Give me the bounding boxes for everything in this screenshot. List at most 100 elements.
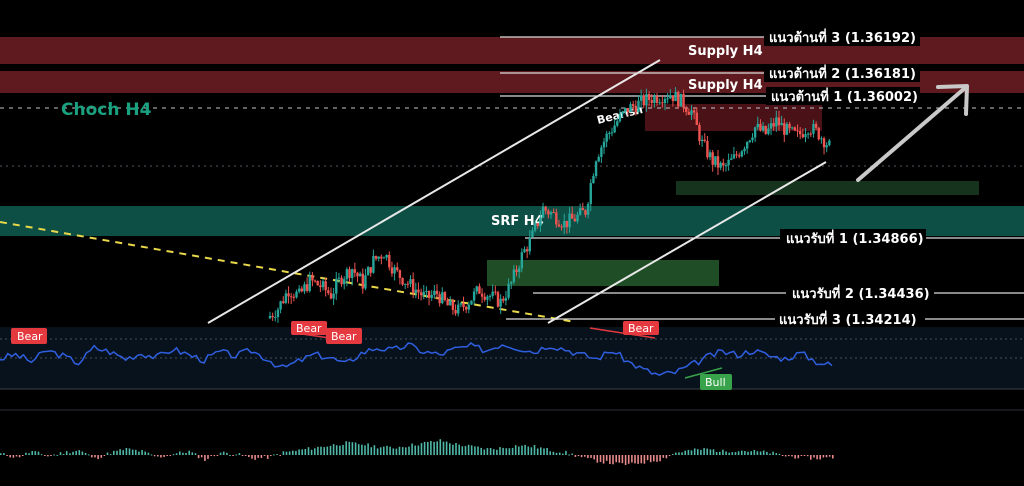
candle-body <box>822 138 826 148</box>
macd-bar <box>832 455 834 459</box>
macd-bar <box>116 450 118 455</box>
macd-bar <box>241 455 244 456</box>
macd-bar <box>687 449 690 455</box>
macd-bar <box>781 455 784 456</box>
candle-body <box>396 267 399 271</box>
macd-bar <box>737 451 740 455</box>
candle-body <box>791 127 794 129</box>
macd-bar <box>467 444 470 455</box>
candle-body <box>788 123 791 129</box>
candle-body <box>613 125 616 133</box>
resistance-3-label: แนวต้านที่ 3 (1.36192) <box>769 28 916 46</box>
macd-bar <box>28 453 30 455</box>
candle-body <box>706 141 709 158</box>
candle-body <box>616 121 619 126</box>
macd-bar <box>784 455 787 457</box>
candle-body <box>321 281 325 288</box>
choch-label: Choch H4 <box>61 100 152 120</box>
macd-bar <box>314 448 316 455</box>
candle-body <box>759 123 762 131</box>
macd-bar <box>427 441 429 455</box>
macd-bar <box>40 454 43 456</box>
macd-bar <box>405 447 407 455</box>
candle-body <box>743 148 746 152</box>
candle-body <box>520 252 524 269</box>
candle-body <box>756 123 759 128</box>
candle-body <box>282 301 285 303</box>
candle-body <box>470 300 473 305</box>
bear-tag-1: Bear <box>11 328 47 344</box>
macd-bar <box>138 451 140 455</box>
candle-body <box>677 91 680 107</box>
macd-bar <box>693 448 696 455</box>
macd-bar <box>675 452 677 455</box>
macd-bar <box>53 454 55 456</box>
macd-histogram <box>0 439 834 465</box>
candle-body <box>669 95 672 99</box>
macd-bar <box>326 446 329 455</box>
macd-bar <box>486 448 489 455</box>
macd-bar <box>401 447 404 455</box>
candle-body <box>589 183 592 204</box>
bull-tag-1: Bull <box>700 374 732 390</box>
macd-bar <box>398 446 401 455</box>
macd-bar <box>521 445 523 455</box>
macd-bar <box>0 453 2 455</box>
macd-bar <box>244 455 247 456</box>
macd-bar <box>492 449 495 455</box>
macd-bar <box>508 448 511 455</box>
macd-bar <box>496 449 498 455</box>
candle-body <box>512 269 516 283</box>
candle-body <box>618 113 622 122</box>
candle-body <box>430 294 433 298</box>
macd-bar <box>122 450 124 455</box>
macd-bar <box>788 455 790 457</box>
macd-bar <box>266 455 269 459</box>
macd-bar <box>627 455 630 464</box>
candle-body <box>592 175 595 184</box>
candle-body <box>343 279 346 285</box>
macd-bar <box>565 450 567 455</box>
candle-body <box>295 291 298 298</box>
candle-body <box>775 117 778 127</box>
macd-bar <box>797 455 800 459</box>
candle-body <box>573 218 577 222</box>
macd-bar <box>301 449 303 455</box>
macd-bar <box>263 455 266 456</box>
candle-body <box>401 277 404 285</box>
macd-bar <box>756 451 759 455</box>
candle-body <box>464 307 468 310</box>
candle-body <box>544 206 547 211</box>
macd-bar <box>172 454 175 456</box>
bear-tag-2: Bear <box>291 321 327 335</box>
candle-body <box>738 155 741 157</box>
macd-bar <box>260 455 263 458</box>
macd-bar <box>125 448 128 455</box>
macd-bar <box>668 455 671 456</box>
candle-body <box>708 152 712 158</box>
candle-body <box>523 249 526 253</box>
macd-bar <box>200 455 203 458</box>
candle-body <box>350 269 354 278</box>
resistance-2-label-bg <box>764 64 920 82</box>
macd-bar <box>304 449 307 455</box>
macd-bar <box>659 455 661 462</box>
candle-body <box>806 133 810 135</box>
macd-bar <box>160 455 162 458</box>
macd-bar <box>527 446 530 455</box>
macd-bar <box>15 455 18 457</box>
macd-bar <box>439 439 442 455</box>
macd-bar <box>357 444 360 455</box>
macd-bar <box>307 447 310 455</box>
macd-bar <box>94 455 96 458</box>
resistance-2-label: แนวต้านที่ 2 (1.36181) <box>769 64 916 82</box>
candle-body <box>467 304 471 310</box>
macd-bar <box>806 455 809 457</box>
macd-bar <box>653 455 655 462</box>
macd-bar <box>332 444 335 455</box>
candle-body <box>684 107 688 112</box>
candle-body <box>626 107 630 112</box>
candle-body <box>462 303 465 308</box>
candle-body <box>581 208 585 211</box>
bull-divergence-line <box>684 367 723 379</box>
